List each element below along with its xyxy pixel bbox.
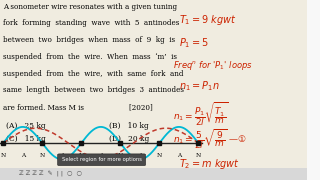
Text: N: N <box>157 153 162 158</box>
Text: N: N <box>1 153 6 158</box>
Text: A: A <box>177 153 181 158</box>
Text: $T_2 = m$ kgwt: $T_2 = m$ kgwt <box>179 157 240 171</box>
Text: $n_1 = \dfrac{5}{2l}\sqrt{\dfrac{9}{m}}$ —①: $n_1 = \dfrac{5}{2l}\sqrt{\dfrac{9}{m}}$… <box>173 128 246 151</box>
Text: Select region for more options: Select region for more options <box>61 157 141 162</box>
Text: are formed. Mass M is                    [2020]: are formed. Mass M is [2020] <box>3 103 153 111</box>
Text: (C)   15 kg: (C) 15 kg <box>6 135 46 143</box>
Text: A: A <box>60 153 64 158</box>
Text: A: A <box>99 153 103 158</box>
Text: N: N <box>196 153 201 158</box>
Text: same  length  between  two  bridges  3  antinodes: same length between two bridges 3 antino… <box>3 86 184 94</box>
Text: $P_1 = 5$: $P_1 = 5$ <box>179 36 209 50</box>
Text: A sonometer wire resonates with a given tuning: A sonometer wire resonates with a given … <box>3 3 177 11</box>
Text: (D)   20 kg: (D) 20 kg <box>109 135 149 143</box>
Text: suspended  from  the  wire.  When  mass  ‘m’  is: suspended from the wire. When mass ‘m’ i… <box>3 53 177 61</box>
Text: ℤ ℤ ℤ ℤ  ✎  | |  ○  ○: ℤ ℤ ℤ ℤ ✎ | | ○ ○ <box>19 171 82 177</box>
Text: $n_1 = P_1 n$: $n_1 = P_1 n$ <box>179 79 220 93</box>
Text: $T_1 = 9$ kgwt: $T_1 = 9$ kgwt <box>179 13 237 27</box>
Text: A: A <box>20 153 25 158</box>
Text: (A)   25 kg: (A) 25 kg <box>6 122 46 130</box>
Text: fork  forming  standing  wave  with  5  antinodes: fork forming standing wave with 5 antino… <box>3 19 180 27</box>
Bar <box>307 0 320 180</box>
FancyBboxPatch shape <box>58 154 146 166</box>
Text: N: N <box>118 153 123 158</box>
Text: (B)   10 kg: (B) 10 kg <box>109 122 148 130</box>
Text: between  two  bridges  when  mass  of  9  kg  is: between two bridges when mass of 9 kg is <box>3 36 175 44</box>
Bar <box>0 168 320 180</box>
Text: N: N <box>40 153 45 158</box>
Text: suspended  from  the  wire,  with  same  fork  and: suspended from the wire, with same fork … <box>3 70 184 78</box>
Text: N: N <box>79 153 84 158</box>
Text: $n_1 = \dfrac{P_1}{2l}\sqrt{\dfrac{T_1}{m}}$: $n_1 = \dfrac{P_1}{2l}\sqrt{\dfrac{T_1}{… <box>173 101 228 128</box>
Text: Freq$^n$ for '$P_1$' loops: Freq$^n$ for '$P_1$' loops <box>173 59 253 72</box>
Text: A: A <box>138 153 142 158</box>
